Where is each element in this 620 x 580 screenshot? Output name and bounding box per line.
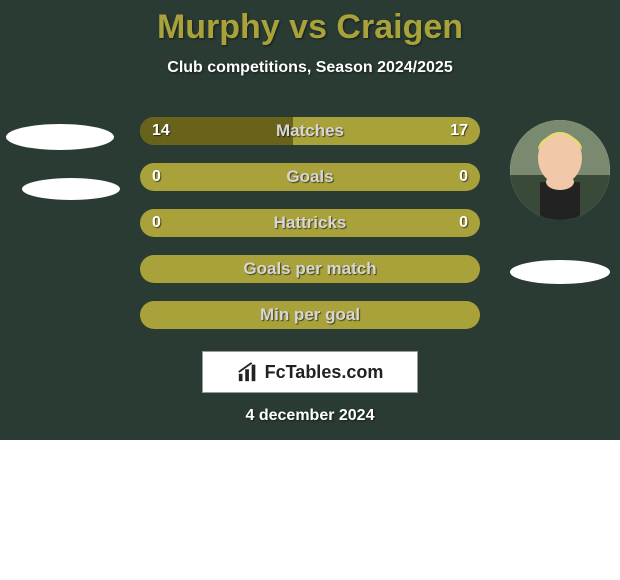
avatar-right [510, 120, 610, 220]
bar-label: Matches [140, 117, 480, 145]
bar-value-left: 0 [152, 163, 161, 191]
bar-label: Goals [140, 163, 480, 191]
bar-label: Goals per match [140, 255, 480, 283]
stat-bars: Matches1417Goals00Hattricks00Goals per m… [140, 117, 480, 329]
stat-bar: Goals per match [140, 255, 480, 283]
bar-value-right: 0 [459, 163, 468, 191]
stat-bar: Goals0 0 [140, 163, 480, 191]
bar-value-right: 0 [459, 209, 468, 237]
bar-label: Hattricks [140, 209, 480, 237]
logo-box: FcTables.com [202, 351, 418, 393]
page-title: Murphy vs Craigen [157, 8, 463, 47]
bar-label: Min per goal [140, 301, 480, 329]
avatar-left-placeholder-2 [22, 178, 120, 200]
bar-value-left: 0 [152, 209, 161, 237]
stat-bar: Matches14 17 [140, 117, 480, 145]
chart-icon [237, 361, 259, 383]
subtitle: Club competitions, Season 2024/2025 [167, 59, 452, 77]
avatar-left-placeholder [6, 124, 114, 150]
avatar-right-shadow [510, 260, 610, 284]
bar-value-right: 17 [450, 117, 468, 145]
bar-value-left: 14 [152, 117, 170, 145]
stat-bar: Hattricks0 0 [140, 209, 480, 237]
date-text: 4 december 2024 [246, 407, 375, 425]
stat-bar: Min per goal [140, 301, 480, 329]
comparison-container: Murphy vs Craigen Club competitions, Sea… [0, 0, 620, 440]
logo-text: FcTables.com [265, 362, 384, 383]
